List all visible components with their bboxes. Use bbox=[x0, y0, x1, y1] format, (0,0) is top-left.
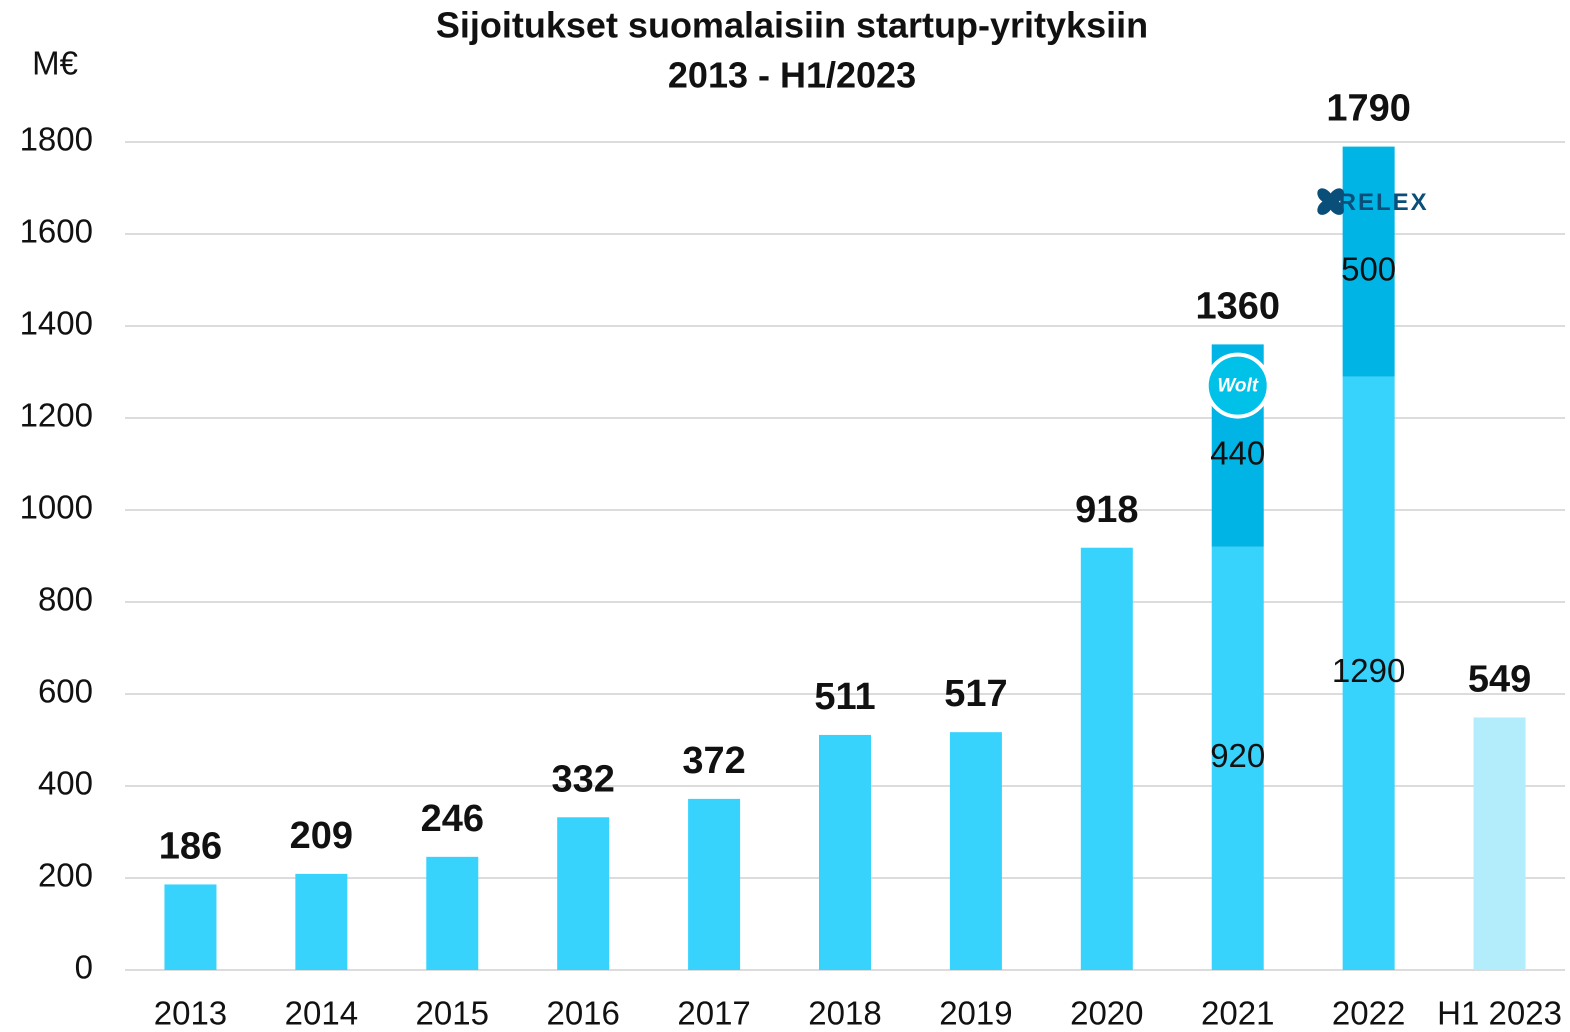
bar-segment bbox=[1342, 146, 1395, 377]
bar-segment bbox=[819, 734, 871, 970]
total-label: 511 bbox=[814, 676, 875, 718]
total-label: 1790 bbox=[1326, 88, 1411, 130]
total-label: 332 bbox=[551, 758, 614, 800]
y-tick-label: 600 bbox=[38, 673, 93, 710]
bar-segment bbox=[688, 798, 741, 970]
bar-segment bbox=[1080, 547, 1133, 970]
y-tick-label: 800 bbox=[38, 581, 93, 618]
segment-label: 920 bbox=[1210, 737, 1265, 774]
logo-circle bbox=[1204, 352, 1271, 419]
y-tick-label: 400 bbox=[38, 765, 93, 802]
logo-petal bbox=[1317, 188, 1333, 204]
x-tick-label: 2020 bbox=[1070, 995, 1143, 1032]
x-tick-label: H1 2023 bbox=[1437, 995, 1562, 1032]
x-tick-label: 2016 bbox=[546, 995, 619, 1032]
total-label: 517 bbox=[944, 673, 1007, 715]
bar-segment bbox=[1473, 717, 1526, 970]
x-tick-label: 2017 bbox=[677, 995, 750, 1032]
x-tick-label: 2022 bbox=[1332, 995, 1405, 1032]
y-tick-label: 0 bbox=[75, 949, 93, 986]
logo-icon bbox=[1317, 188, 1344, 215]
bar-segment bbox=[1342, 376, 1395, 971]
x-tick-label: 2015 bbox=[416, 995, 489, 1032]
bar-segment bbox=[426, 856, 479, 970]
y-tick-label: 1400 bbox=[20, 305, 93, 342]
total-label: 209 bbox=[290, 815, 353, 857]
logo-text: Wolt bbox=[1217, 376, 1258, 397]
bar-segment bbox=[295, 873, 348, 970]
segment-label: 1290 bbox=[1332, 652, 1405, 689]
x-tick-label: 2019 bbox=[939, 995, 1012, 1032]
logo-text: RELEX bbox=[1339, 189, 1429, 216]
y-tick-label: 200 bbox=[38, 857, 93, 894]
x-tick-label: 2014 bbox=[285, 995, 358, 1032]
total-label: 1360 bbox=[1195, 285, 1280, 327]
x-tick-label: 2021 bbox=[1201, 995, 1274, 1032]
total-label: 372 bbox=[682, 740, 745, 782]
x-tick-label: 2018 bbox=[808, 995, 881, 1032]
chart-title: Sijoitukset suomalaisiin startup-yrityks… bbox=[436, 5, 1148, 46]
y-tick-label: 1200 bbox=[20, 397, 93, 434]
y-tick-label: 1000 bbox=[20, 489, 93, 526]
segment-label: 500 bbox=[1341, 250, 1396, 287]
total-label: 246 bbox=[421, 798, 484, 840]
total-label: 549 bbox=[1468, 658, 1531, 700]
y-axis-label: M€ bbox=[32, 45, 78, 82]
bar-segment bbox=[1211, 546, 1264, 970]
y-tick-label: 1600 bbox=[20, 213, 93, 250]
segment-label: 440 bbox=[1210, 434, 1265, 471]
bar-segment bbox=[557, 817, 610, 970]
x-tick-label: 2013 bbox=[154, 995, 227, 1032]
total-label: 186 bbox=[159, 825, 222, 867]
y-tick-label: 1800 bbox=[20, 121, 93, 158]
chart-subtitle: 2013 - H1/2023 bbox=[668, 55, 916, 96]
total-label: 918 bbox=[1075, 489, 1138, 531]
bar-segment bbox=[949, 732, 1002, 970]
bar-segment bbox=[164, 884, 217, 970]
